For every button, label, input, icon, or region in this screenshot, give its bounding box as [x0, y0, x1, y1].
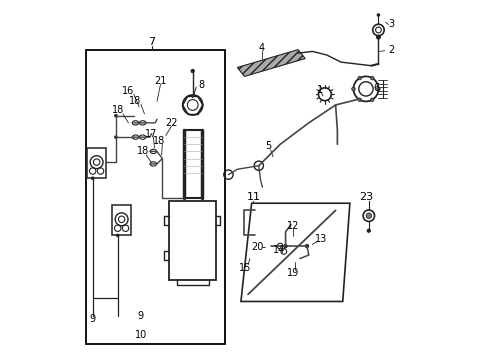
Circle shape [114, 135, 118, 139]
Circle shape [365, 213, 371, 219]
Text: 7: 7 [148, 37, 155, 48]
Text: 5: 5 [265, 141, 271, 151]
Circle shape [376, 13, 380, 17]
Text: 19: 19 [286, 268, 298, 278]
Text: 11: 11 [246, 192, 260, 202]
Text: 18: 18 [129, 96, 142, 106]
Text: 6: 6 [373, 83, 379, 93]
Bar [87, 148, 106, 178]
Text: 13: 13 [315, 234, 327, 244]
Circle shape [376, 87, 380, 91]
Text: 16: 16 [122, 86, 134, 96]
Text: 21: 21 [154, 76, 166, 86]
Text: 1: 1 [316, 85, 322, 95]
Bar [169, 202, 216, 280]
Text: 18: 18 [111, 105, 123, 115]
Circle shape [357, 76, 361, 80]
Circle shape [370, 76, 373, 80]
Circle shape [116, 234, 119, 237]
Text: 2: 2 [387, 45, 393, 55]
Text: 14: 14 [273, 245, 285, 255]
Circle shape [357, 98, 361, 102]
Bar [85, 50, 224, 344]
Text: 12: 12 [286, 221, 298, 231]
Circle shape [375, 35, 380, 40]
Circle shape [304, 244, 308, 248]
Circle shape [366, 229, 370, 233]
Text: 9: 9 [138, 311, 143, 321]
Circle shape [91, 176, 94, 180]
Circle shape [351, 87, 354, 91]
Text: 20: 20 [250, 242, 263, 252]
Bar [112, 205, 131, 235]
Text: 8: 8 [198, 80, 204, 90]
Text: 10: 10 [135, 330, 147, 341]
Circle shape [114, 114, 118, 117]
Polygon shape [237, 50, 305, 76]
Text: 3: 3 [387, 18, 393, 28]
Text: 22: 22 [164, 118, 177, 128]
Text: 17: 17 [145, 129, 158, 139]
Text: 15: 15 [239, 262, 251, 273]
Circle shape [370, 98, 373, 102]
Text: 18: 18 [152, 136, 164, 146]
Circle shape [190, 69, 194, 73]
Text: 9: 9 [89, 314, 95, 324]
Circle shape [283, 244, 287, 248]
Text: 4: 4 [258, 43, 264, 53]
Text: 23: 23 [359, 192, 373, 202]
Text: 18: 18 [136, 147, 148, 157]
